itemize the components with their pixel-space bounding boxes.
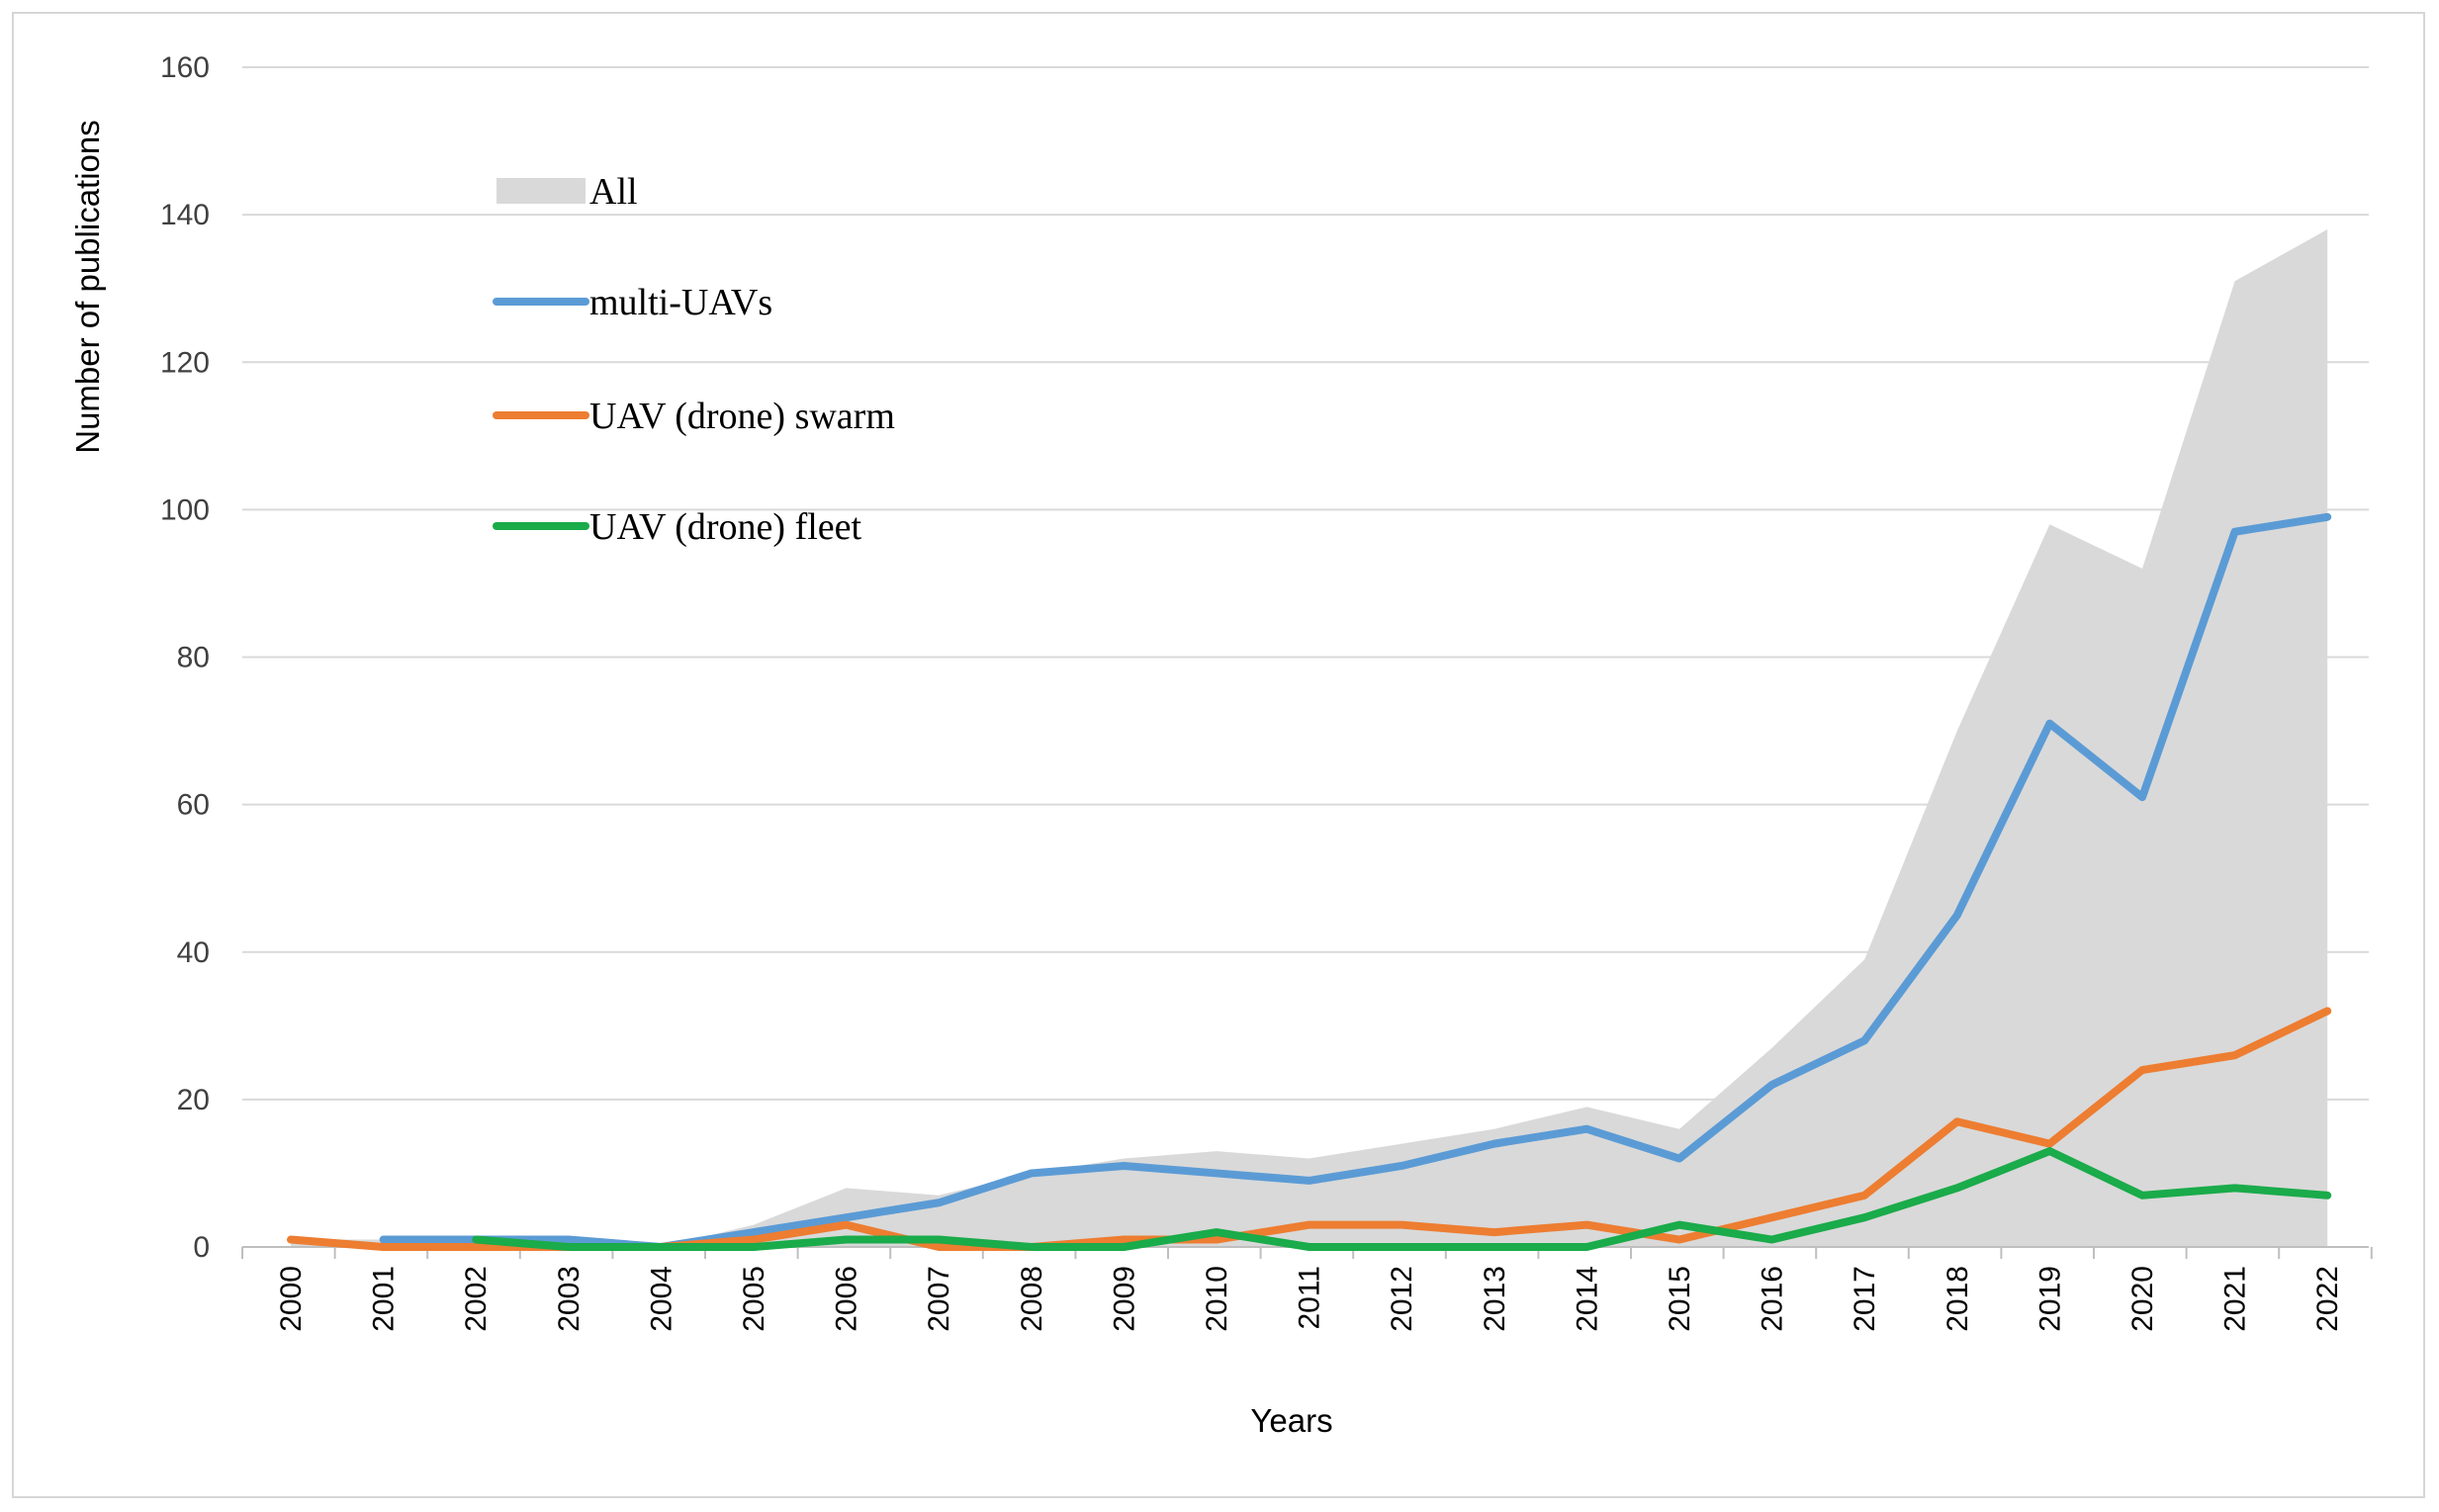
legend-entry: UAV (drone) fleet <box>493 506 862 548</box>
x-tick-label: 2006 <box>831 1266 863 1332</box>
x-axis-title: Years <box>1250 1402 1332 1439</box>
x-tick-label: 2020 <box>2126 1266 2159 1332</box>
x-tick-label: 2021 <box>2219 1266 2252 1332</box>
x-tick-label: 2000 <box>275 1266 308 1332</box>
x-tick-label: 2002 <box>460 1266 493 1332</box>
line-series-uav-drone-fleet <box>472 1147 2332 1251</box>
y-tick-label: 40 <box>177 936 210 969</box>
x-tick-label: 2004 <box>645 1266 678 1332</box>
area-layer <box>291 229 2328 1248</box>
x-tick-label: 2011 <box>1294 1266 1326 1330</box>
x-tick-label: 2010 <box>1201 1266 1233 1332</box>
x-tick-label: 2012 <box>1386 1266 1418 1332</box>
x-tick-label: 2013 <box>1479 1266 1511 1332</box>
y-tick-label: 80 <box>177 642 210 674</box>
x-tick-label: 2003 <box>553 1266 586 1332</box>
legend-entry: multi-UAVs <box>493 282 772 323</box>
x-tick-label: 2005 <box>738 1266 770 1332</box>
area-series-all <box>291 229 2328 1248</box>
x-tick-label: 2001 <box>368 1266 401 1332</box>
legend-label: UAV (drone) swarm <box>589 396 895 437</box>
x-tick-labels: 2000 2001 2002 2003 2004 2005 2006 2007 2008 2009… <box>275 1266 2344 1332</box>
legend-label: multi-UAVs <box>589 282 772 323</box>
y-tick-label: 20 <box>177 1084 210 1116</box>
legend: All multi-UAVs UAV (drone) swarm UAV (drone… <box>493 171 895 548</box>
y-axis-title: Number of publications <box>69 120 106 454</box>
x-tick-label: 2007 <box>923 1266 955 1332</box>
y-tick-labels: 0 20 40 60 80 100 120 140 160 <box>160 51 210 1264</box>
legend-swatch <box>497 178 586 204</box>
y-tick-label: 140 <box>160 199 210 231</box>
x-tick-label: 2015 <box>1664 1266 1696 1332</box>
legend-label: UAV (drone) fleet <box>589 506 862 548</box>
x-tick-label: 2016 <box>1757 1266 1789 1332</box>
y-tick-label: 60 <box>177 789 210 822</box>
y-tick-label: 100 <box>160 493 210 526</box>
x-tick-label: 2008 <box>1016 1266 1048 1332</box>
y-tick-label: 120 <box>160 346 210 379</box>
legend-entry: UAV (drone) swarm <box>493 396 895 437</box>
line-layer <box>287 512 2332 1251</box>
legend-entry: All <box>497 171 638 213</box>
y-tick-label: 160 <box>160 51 210 84</box>
y-tick-label: 0 <box>193 1231 210 1264</box>
x-tick-label: 2017 <box>1849 1266 1881 1332</box>
x-tick-label: 2009 <box>1108 1266 1140 1332</box>
x-tick-label: 2019 <box>2033 1266 2066 1332</box>
x-tick-label: 2022 <box>2311 1266 2344 1332</box>
x-tick-label: 2018 <box>1942 1266 1974 1332</box>
legend-label: All <box>589 171 638 213</box>
x-tick-label: 2014 <box>1571 1266 1603 1332</box>
